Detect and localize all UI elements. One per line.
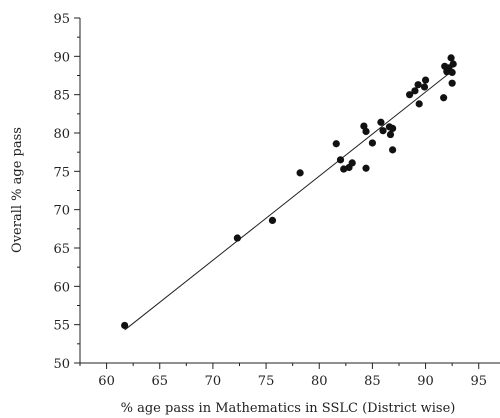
data-point: [348, 159, 356, 167]
x-tick-label: 70: [205, 374, 222, 389]
x-tick-label: 75: [258, 374, 275, 389]
data-point: [362, 127, 370, 136]
y-tick-label: 55: [53, 319, 70, 334]
x-axis-title: % age pass in Mathematics in SSLC (Distr…: [121, 401, 456, 416]
data-point: [406, 91, 414, 99]
y-tick-label: 95: [53, 12, 70, 27]
data-point: [389, 146, 397, 154]
y-tick-label: 90: [53, 50, 70, 65]
x-tick-label: 60: [98, 374, 115, 389]
x-tick-label: 80: [311, 374, 328, 389]
data-point: [121, 321, 129, 330]
axes: [79, 18, 500, 364]
data-point: [448, 79, 456, 87]
data-point: [233, 234, 241, 242]
data-point: [368, 139, 377, 147]
data-point: [420, 83, 429, 91]
data-points: [121, 54, 457, 330]
y-axis-title: Overall % age pass: [10, 127, 25, 253]
x-tick-label: 65: [151, 374, 168, 389]
x-tick-label: 95: [470, 374, 487, 389]
data-point: [440, 94, 448, 102]
data-point: [377, 118, 385, 126]
x-tick-label: 90: [417, 374, 434, 389]
data-point: [414, 81, 422, 89]
data-point: [386, 130, 395, 139]
data-point: [296, 169, 304, 177]
y-tick-label: 75: [53, 165, 70, 180]
data-point: [389, 124, 397, 132]
data-point: [336, 156, 345, 164]
y-tick-label: 50: [53, 357, 70, 372]
data-point: [332, 140, 340, 148]
data-point: [362, 164, 370, 172]
data-point: [379, 127, 387, 135]
data-point: [448, 68, 456, 77]
tick-labels: 60 65 70 75 80 85 90 95 50 55 60 65 70 75 80 85 90 95: [53, 12, 487, 389]
x-tick-label: 85: [364, 374, 381, 389]
ticks: [74, 17, 480, 369]
data-point: [411, 87, 419, 95]
data-point: [421, 76, 430, 84]
trend-line: [124, 69, 454, 331]
data-point: [268, 216, 277, 224]
data-point: [447, 54, 455, 62]
data-point: [449, 60, 457, 68]
y-tick-label: 80: [53, 127, 70, 142]
y-tick-label: 60: [53, 280, 70, 295]
data-point: [415, 100, 423, 108]
y-tick-label: 85: [53, 89, 70, 104]
y-tick-label: 65: [53, 242, 70, 257]
y-tick-label: 70: [53, 204, 70, 219]
